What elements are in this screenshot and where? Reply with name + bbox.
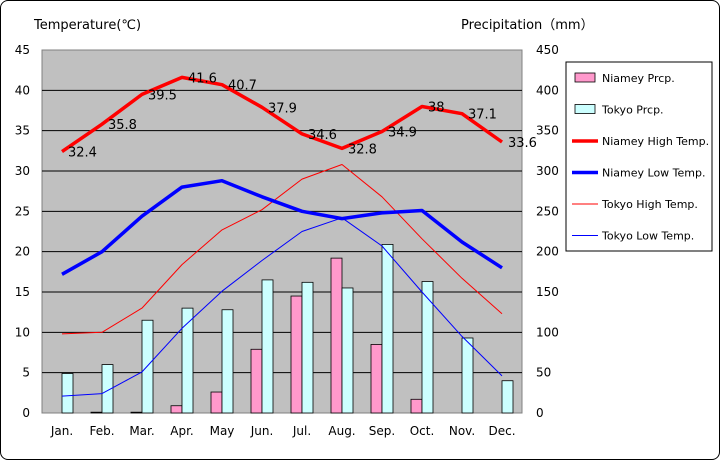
x-tick-label: Mar. — [129, 424, 154, 438]
data-label: 33.6 — [508, 136, 537, 151]
x-tick-label: May — [210, 424, 235, 438]
x-tick-label: Jun. — [250, 424, 274, 438]
x-tick-label: Apr. — [170, 424, 193, 438]
x-tick-label: Nov. — [449, 424, 475, 438]
line-tokyo-low-temp — [61, 217, 503, 397]
data-label: 38 — [428, 100, 445, 115]
x-tick-label: Dec. — [488, 424, 515, 438]
bar-niamey-prcp — [290, 295, 303, 414]
right-axis-title: Precipitation（mm） — [461, 18, 594, 33]
legend — [565, 61, 713, 252]
data-label: 34.6 — [308, 128, 337, 143]
bar-niamey-prcp — [370, 344, 383, 414]
bar-niamey-prcp — [90, 411, 103, 414]
bar-niamey-prcp — [330, 257, 343, 414]
bar-niamey-prcp — [410, 398, 423, 414]
bar-niamey-prcp — [250, 348, 263, 414]
left-tick-label: 45 — [15, 43, 30, 57]
right-tick-label: 0 — [536, 406, 544, 420]
data-label: 37.9 — [268, 101, 297, 116]
legend-label: Niamey Prcp. — [602, 72, 675, 85]
x-tick-label: Sep. — [369, 424, 395, 438]
left-tick-label: 0 — [22, 406, 30, 420]
x-tick-label: Jan. — [50, 424, 73, 438]
bar-tokyo-prcp — [181, 307, 194, 414]
legend-label: Niamey Low Temp. — [602, 167, 706, 180]
data-label: 40.7 — [228, 79, 257, 94]
data-label: 39.5 — [148, 88, 177, 103]
bar-tokyo-prcp — [221, 309, 234, 414]
legend-label: Tokyo High Temp. — [601, 198, 698, 211]
left-tick-label: 30 — [15, 164, 30, 178]
right-tick-label: 100 — [536, 325, 559, 339]
bar-tokyo-prcp — [461, 337, 474, 414]
legend-label: Tokyo Low Temp. — [601, 230, 694, 243]
right-tick-label: 300 — [536, 164, 559, 178]
left-tick-label: 20 — [15, 245, 30, 259]
left-tick-label: 25 — [15, 204, 30, 218]
data-label: 41.6 — [188, 71, 217, 86]
x-tick-label: Oct. — [410, 424, 435, 438]
x-tick-label: Jul. — [292, 424, 311, 438]
right-tick-label: 200 — [536, 245, 559, 259]
line-niamey-high-temp — [61, 75, 504, 154]
data-label: 32.8 — [348, 142, 377, 157]
bar-niamey-prcp — [210, 391, 223, 414]
data-label: 35.8 — [108, 118, 137, 133]
bar-tokyo-prcp — [381, 244, 394, 414]
line-tokyo-high-temp — [61, 164, 503, 335]
bar-tokyo-prcp — [301, 281, 314, 414]
bar-tokyo-prcp — [101, 364, 114, 414]
line-niamey-low-temp — [61, 178, 503, 276]
right-tick-label: 250 — [536, 204, 559, 218]
left-axis-title: Temperature(℃) — [33, 18, 141, 33]
left-tick-label: 15 — [15, 285, 30, 299]
bar-niamey-prcp — [130, 411, 143, 414]
left-tick-label: 35 — [15, 124, 30, 138]
bar-tokyo-prcp — [261, 279, 274, 414]
bar-tokyo-prcp — [421, 281, 434, 414]
bar-tokyo-prcp — [61, 373, 74, 414]
legend-swatch — [574, 104, 596, 114]
bar-tokyo-prcp — [341, 287, 354, 414]
left-tick-label: 5 — [22, 366, 30, 380]
right-tick-label: 450 — [536, 43, 559, 57]
right-tick-label: 350 — [536, 124, 559, 138]
right-tick-label: 50 — [536, 366, 551, 380]
data-label: 37.1 — [468, 108, 497, 123]
bar-niamey-prcp — [170, 405, 183, 414]
x-tick-label: Aug. — [328, 424, 355, 438]
bar-tokyo-prcp — [501, 380, 514, 414]
legend-swatch — [574, 72, 596, 83]
data-label: 34.9 — [388, 125, 417, 140]
left-tick-label: 10 — [15, 325, 30, 339]
left-tick-label: 40 — [15, 83, 30, 97]
legend-label: Niamey High Temp. — [602, 135, 709, 148]
right-tick-label: 150 — [536, 285, 559, 299]
legend-label: Tokyo Prcp. — [601, 104, 664, 117]
x-tick-label: Feb. — [89, 424, 114, 438]
data-label: 32.4 — [68, 146, 97, 161]
right-tick-label: 400 — [536, 83, 559, 97]
